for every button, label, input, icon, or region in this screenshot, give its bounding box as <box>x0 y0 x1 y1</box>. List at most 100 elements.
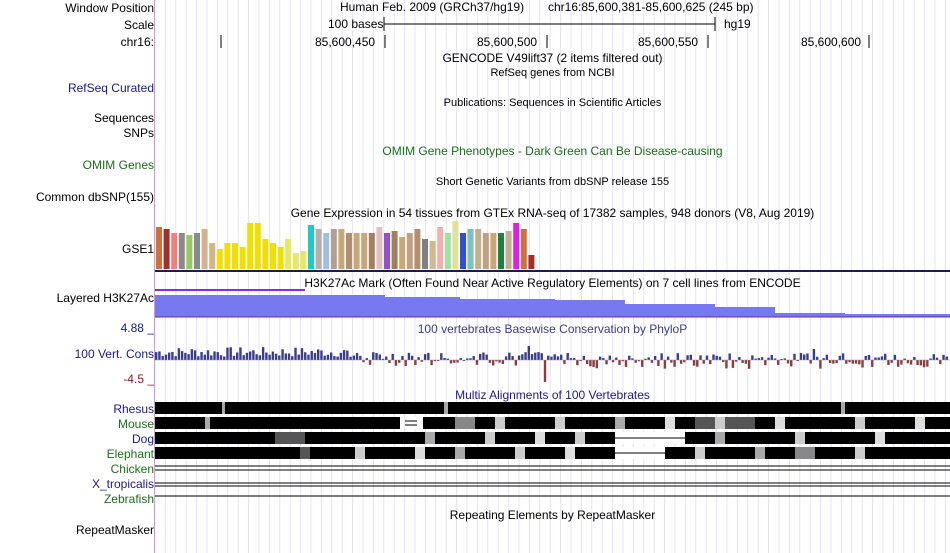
cons-bar <box>602 357 605 360</box>
gtex-tissue-bar <box>429 241 436 269</box>
cons-bar <box>563 360 566 364</box>
cons-bar <box>637 360 641 362</box>
cons-bar <box>747 360 751 369</box>
gtex-tissue-bar <box>376 227 383 269</box>
cons-bar <box>291 356 294 360</box>
gtex-tissue-bar <box>330 229 337 269</box>
cons-bar <box>420 360 424 362</box>
cons-bar <box>540 353 543 360</box>
multiz-alignments[interactable] <box>155 400 950 500</box>
alignment-block <box>915 417 925 429</box>
cons-bar <box>443 357 446 360</box>
cons-bar <box>210 355 213 360</box>
alignment-block <box>515 447 525 459</box>
cons-bar <box>261 347 265 360</box>
h3k27ac-label[interactable]: Layered H3K27Ac <box>56 291 154 305</box>
h3k27ac-signal[interactable] <box>155 287 950 321</box>
alignment-block <box>715 417 725 429</box>
cons-bar <box>184 352 187 360</box>
cons-bar <box>219 355 223 360</box>
cons-bar <box>676 353 680 360</box>
cons-bar <box>754 358 757 360</box>
multiz-title: Multiz Alignments of 100 Vertebrates <box>455 388 650 402</box>
cons-bar <box>475 360 479 365</box>
omim-label[interactable]: OMIM Genes <box>82 158 154 172</box>
browser-image[interactable]: Human Feb. 2009 (GRCh37/hg19) chr16:85,6… <box>155 0 950 553</box>
cons-bar <box>634 360 637 363</box>
sequences-label[interactable]: Sequences <box>93 111 154 125</box>
alignment-block <box>275 432 305 444</box>
species-label-rhesus[interactable]: Rhesus <box>113 402 154 416</box>
cons-bar <box>582 355 586 360</box>
gtex-bar-chart[interactable] <box>155 221 950 273</box>
gse1-label[interactable]: GSE1 <box>121 242 154 256</box>
gtex-tissue-bar <box>300 251 307 269</box>
cons-bar <box>511 356 514 360</box>
cons-bar <box>738 356 741 360</box>
cons-bar <box>417 357 420 360</box>
refseq-label[interactable]: RefSeq Curated <box>67 81 154 95</box>
cons-bar <box>572 357 576 360</box>
alignment-block <box>535 432 545 444</box>
cons-bar <box>828 360 832 363</box>
cons-bar <box>459 358 462 360</box>
dbsnp-label[interactable]: Common dbSNP(155) <box>35 190 154 204</box>
cons-bar <box>553 354 556 360</box>
gtex-tissue-bar <box>513 223 520 269</box>
gtex-tissue-bar <box>292 253 299 269</box>
cons-label[interactable]: 100 Vert. Cons <box>74 347 154 361</box>
cons-bar <box>504 356 508 360</box>
cons-bar <box>229 347 232 360</box>
cons-bar <box>453 360 456 363</box>
gtex-tissue-bar <box>490 233 497 269</box>
cons-bar <box>806 353 809 360</box>
cons-bar <box>313 352 317 360</box>
cons-bar <box>663 360 667 369</box>
cons-bar <box>624 360 628 367</box>
cons-bar <box>945 356 948 360</box>
cons-bar <box>498 360 501 363</box>
conservation-plot[interactable] <box>155 334 950 386</box>
cons-bar <box>550 356 553 360</box>
cons-bar <box>900 360 903 365</box>
alignment-block <box>695 447 705 459</box>
cons-bar <box>939 360 942 365</box>
species-label-elephant[interactable]: Elephant <box>106 447 154 461</box>
alignment-block <box>755 447 765 459</box>
species-label-chicken[interactable]: Chicken <box>110 462 154 476</box>
alignment-block <box>222 402 225 414</box>
cons-max-label: 4.88 _ <box>120 321 154 335</box>
cons-bar <box>206 350 210 360</box>
cons-bar <box>180 351 184 360</box>
cons-bar <box>436 360 440 362</box>
gtex-tissue-bar <box>178 233 185 269</box>
cons-bar <box>647 357 650 360</box>
cons-bar <box>689 354 692 360</box>
cons-bar <box>479 353 482 360</box>
cons-bar <box>783 358 786 360</box>
gtex-tissue-bar <box>452 221 459 269</box>
repeatmasker-label[interactable]: RepeatMasker <box>75 523 154 537</box>
cons-bar <box>440 353 443 360</box>
cons-bar <box>650 360 654 363</box>
cons-bar <box>226 347 229 360</box>
gtex-tissue-bar <box>171 233 178 269</box>
cons-bar <box>232 355 236 360</box>
cons-bar <box>521 354 524 360</box>
alignment-block <box>155 447 300 459</box>
snps-label[interactable]: SNPs <box>123 126 154 140</box>
alignment-block <box>795 432 805 444</box>
cons-bar <box>466 358 469 360</box>
species-label-x_tropicalis[interactable]: X_tropicalis <box>91 477 154 491</box>
cons-bar <box>919 360 923 366</box>
alignment-block <box>565 447 575 459</box>
alignment-block <box>205 417 210 429</box>
gtex-tissue-bar <box>475 229 482 269</box>
species-label-zebrafish[interactable]: Zebrafish <box>103 492 154 506</box>
species-label-mouse[interactable]: Mouse <box>117 417 154 431</box>
cons-bar <box>942 354 945 360</box>
species-label-dog[interactable]: Dog <box>131 432 154 446</box>
gencode-title[interactable]: GENCODE V49lift37 (2 items filtered out) <box>442 51 663 65</box>
gtex-title: Gene Expression in 54 tissues from GTEx … <box>290 206 815 220</box>
gtex-tissue-bar <box>209 243 216 269</box>
